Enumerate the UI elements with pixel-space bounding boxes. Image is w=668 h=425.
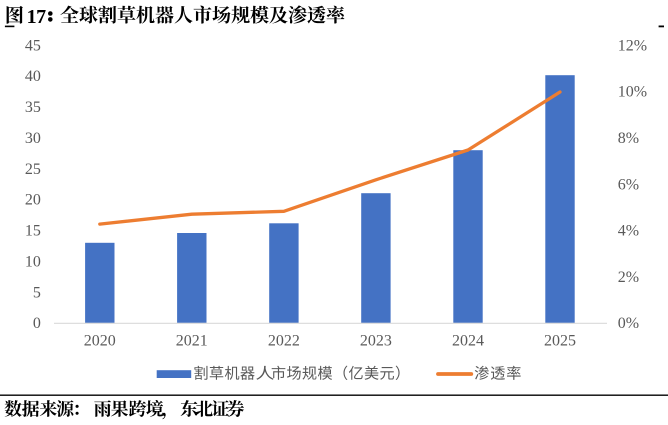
- svg-text:2023: 2023: [360, 332, 392, 349]
- svg-text:2025: 2025: [544, 332, 576, 349]
- svg-text:5: 5: [33, 284, 41, 301]
- svg-text:0%: 0%: [618, 315, 639, 332]
- svg-text:17: 17: [27, 6, 46, 28]
- svg-text:8%: 8%: [618, 130, 639, 147]
- svg-text:10%: 10%: [618, 84, 647, 101]
- svg-text:2022: 2022: [268, 332, 300, 349]
- svg-text:0: 0: [33, 315, 41, 332]
- svg-text:2024: 2024: [452, 332, 484, 349]
- svg-text:12%: 12%: [618, 37, 647, 54]
- svg-text:2021: 2021: [176, 332, 208, 349]
- svg-text:45: 45: [25, 37, 41, 54]
- svg-text:25: 25: [25, 161, 41, 178]
- svg-text:35: 35: [25, 99, 41, 116]
- svg-text:20: 20: [25, 192, 41, 209]
- svg-text:2%: 2%: [618, 269, 639, 286]
- svg-text:4%: 4%: [618, 223, 639, 240]
- svg-text:30: 30: [25, 130, 41, 147]
- svg-text:6%: 6%: [618, 176, 639, 193]
- svg-text:2020: 2020: [84, 332, 116, 349]
- svg-text:40: 40: [25, 68, 41, 85]
- svg-text:15: 15: [25, 223, 41, 240]
- svg-text:10: 10: [25, 254, 41, 271]
